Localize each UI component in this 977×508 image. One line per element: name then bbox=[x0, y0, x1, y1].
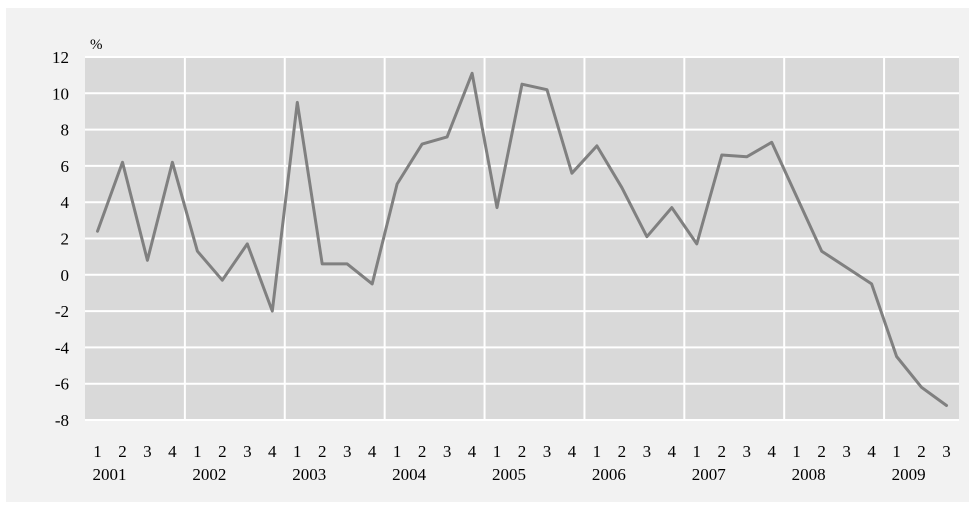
x-tick-label-quarter: 3 bbox=[942, 442, 951, 461]
y-tick-label: 10 bbox=[52, 84, 69, 103]
x-tick-label-quarter: 4 bbox=[168, 442, 177, 461]
y-tick-label: 0 bbox=[61, 266, 70, 285]
x-tick-label-quarter: 1 bbox=[493, 442, 502, 461]
y-tick-label: -8 bbox=[55, 411, 69, 430]
x-tick-label-quarter: 3 bbox=[243, 442, 252, 461]
x-tick-label-quarter: 2 bbox=[817, 442, 826, 461]
x-tick-label-year: 2003 bbox=[292, 465, 326, 484]
x-tick-label-quarter: 1 bbox=[693, 442, 702, 461]
x-tick-label-year: 2004 bbox=[392, 465, 427, 484]
x-tick-label-year: 2008 bbox=[792, 465, 826, 484]
x-tick-label-quarter: 4 bbox=[668, 442, 677, 461]
x-tick-label-year: 2006 bbox=[592, 465, 626, 484]
x-tick-label-quarter: 4 bbox=[867, 442, 876, 461]
y-tick-label: 8 bbox=[61, 121, 70, 140]
y-tick-label: 2 bbox=[61, 230, 70, 249]
x-tick-label-quarter: 3 bbox=[443, 442, 452, 461]
x-tick-label-quarter: 1 bbox=[593, 442, 602, 461]
y-tick-label: -4 bbox=[55, 338, 70, 357]
x-tick-label-quarter: 1 bbox=[892, 442, 901, 461]
y-tick-label: -2 bbox=[55, 302, 69, 321]
x-tick-label-quarter: 3 bbox=[343, 442, 352, 461]
y-tick-label: 6 bbox=[61, 157, 70, 176]
x-tick-label-year: 2001 bbox=[92, 465, 126, 484]
x-tick-label-quarter: 3 bbox=[742, 442, 751, 461]
x-tick-label-year: 2009 bbox=[892, 465, 926, 484]
x-tick-label-quarter: 2 bbox=[917, 442, 926, 461]
x-tick-label-quarter: 2 bbox=[518, 442, 527, 461]
x-tick-label-quarter: 4 bbox=[767, 442, 776, 461]
x-tick-label-year: 2005 bbox=[492, 465, 526, 484]
y-tick-label: -6 bbox=[55, 375, 69, 394]
x-tick-label-quarter: 1 bbox=[93, 442, 102, 461]
x-tick-label-quarter: 1 bbox=[393, 442, 402, 461]
x-tick-label-quarter: 4 bbox=[268, 442, 277, 461]
x-tick-label-year: 2007 bbox=[692, 465, 727, 484]
y-tick-label: 4 bbox=[61, 193, 70, 212]
y-axis-ticks: 12 10 8 6 4 2 0 -2 -4 -6 -8 bbox=[52, 48, 70, 430]
y-axis-unit-label: % bbox=[90, 37, 103, 53]
x-tick-label-quarter: 1 bbox=[792, 442, 801, 461]
x-tick-label-quarter: 3 bbox=[643, 442, 652, 461]
x-tick-label-quarter: 4 bbox=[468, 442, 477, 461]
x-tick-label-year: 2002 bbox=[192, 465, 226, 484]
x-tick-label-quarter: 2 bbox=[218, 442, 227, 461]
x-tick-label-quarter: 1 bbox=[193, 442, 202, 461]
x-tick-label-quarter: 3 bbox=[143, 442, 152, 461]
x-tick-label-quarter: 2 bbox=[718, 442, 727, 461]
x-tick-label-quarter: 2 bbox=[418, 442, 427, 461]
x-tick-label-quarter: 3 bbox=[543, 442, 552, 461]
gridlines bbox=[85, 56, 959, 421]
x-tick-label-quarter: 4 bbox=[568, 442, 577, 461]
y-tick-label: 12 bbox=[52, 48, 69, 67]
series-line bbox=[96, 71, 948, 407]
x-tick-label-quarter: 3 bbox=[842, 442, 851, 461]
x-tick-label-quarter: 2 bbox=[318, 442, 327, 461]
x-tick-label-quarter: 1 bbox=[293, 442, 302, 461]
x-tick-label-quarter: 4 bbox=[368, 442, 377, 461]
x-tick-label-quarter: 2 bbox=[618, 442, 627, 461]
x-tick-label-quarter: 2 bbox=[118, 442, 127, 461]
